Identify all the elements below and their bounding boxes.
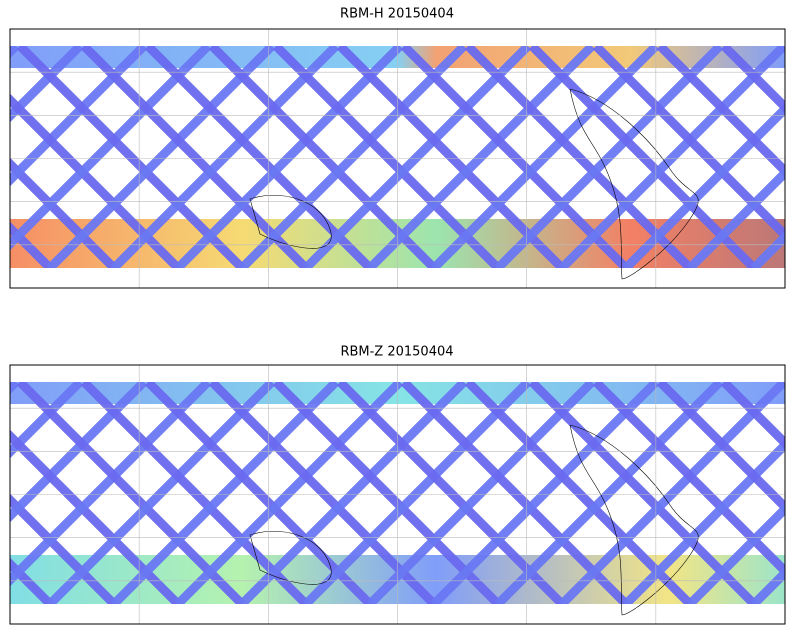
swath (784, 49, 785, 50)
swath (238, 382, 468, 604)
swath (174, 382, 404, 604)
swath (80, 46, 310, 268)
swath (528, 382, 758, 604)
swath (592, 46, 785, 242)
swath (208, 46, 438, 268)
swath (46, 46, 276, 268)
swath (10, 221, 54, 268)
swath (558, 382, 785, 604)
swath (302, 382, 532, 604)
swath (10, 382, 212, 587)
swath (302, 46, 532, 268)
swath (10, 493, 118, 604)
swath (272, 46, 502, 268)
swath (558, 46, 785, 268)
swath (10, 46, 84, 123)
map-frame (9, 364, 786, 625)
swath (686, 502, 785, 604)
swath (494, 46, 724, 268)
swath (208, 382, 438, 604)
coastline (569, 424, 699, 616)
swath (464, 382, 694, 604)
swath (10, 46, 148, 187)
swath (144, 382, 374, 604)
swath (592, 382, 785, 578)
swath (464, 46, 694, 268)
swath (720, 382, 785, 450)
swath (622, 102, 785, 268)
swath (110, 382, 340, 604)
swath (336, 382, 566, 604)
swath (238, 46, 468, 268)
swath (430, 382, 660, 604)
swath (10, 157, 118, 268)
swath (10, 429, 182, 604)
coastline (569, 88, 699, 280)
swath (272, 382, 502, 604)
swath (494, 382, 724, 604)
swath (80, 382, 310, 604)
swath (110, 46, 340, 268)
map-title: RBM-Z 20150404 (340, 345, 453, 360)
map-title: RBM-H 20150404 (340, 7, 454, 22)
swath (430, 46, 660, 268)
swath (174, 46, 404, 268)
swath (336, 46, 566, 268)
swath (528, 46, 758, 268)
swath (10, 557, 54, 604)
swath (656, 382, 785, 514)
swath (686, 166, 785, 268)
swath (16, 382, 246, 604)
swath (10, 382, 148, 523)
swath (46, 382, 276, 604)
map-frame (9, 28, 786, 289)
swath (10, 382, 84, 459)
swath (400, 46, 630, 268)
swath (10, 46, 212, 251)
swath (16, 46, 246, 268)
swath (720, 46, 785, 114)
swath (366, 382, 596, 604)
swath (144, 46, 374, 268)
swath (784, 385, 785, 386)
swath (400, 382, 630, 604)
swaths (10, 46, 785, 268)
map-panel (9, 364, 786, 625)
swath (656, 46, 785, 178)
swath (622, 438, 785, 604)
swaths (10, 382, 785, 604)
swath (366, 46, 596, 268)
map-panel (9, 28, 786, 289)
swath (10, 93, 182, 268)
